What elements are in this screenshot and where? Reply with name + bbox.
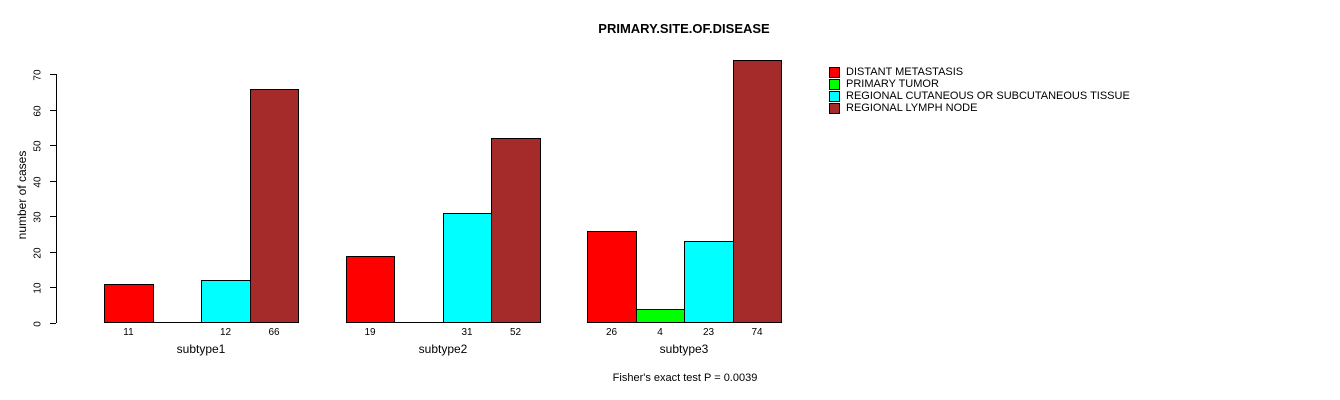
bar-regional-cutaneous-or-subcutaneous-tissue-subtype1	[201, 280, 251, 323]
y-tick-label: 40	[32, 176, 44, 188]
bar-regional-cutaneous-or-subcutaneous-tissue-subtype2	[443, 213, 492, 323]
bar-value-label: 12	[219, 327, 232, 338]
bar-distant-metastasis-subtype3	[587, 231, 637, 323]
bar-regional-cutaneous-or-subcutaneous-tissue-subtype3	[684, 241, 734, 323]
y-tick-label: 10	[32, 282, 44, 294]
legend-color-swatch	[829, 90, 840, 102]
bar-regional-lymph-node-subtype1	[250, 89, 299, 323]
y-tick	[50, 252, 56, 253]
legend-label: DISTANT METASTASIS	[846, 66, 964, 78]
legend-label: REGIONAL LYMPH NODE	[846, 102, 978, 114]
bar-value-label: 11	[123, 327, 134, 338]
y-tick	[50, 74, 56, 75]
bar-value-label: 26	[605, 327, 618, 338]
bar-value-label: 52	[509, 327, 522, 338]
y-tick	[50, 145, 56, 146]
legend-item-regional-lymph-node: REGIONAL LYMPH NODE	[829, 102, 1130, 114]
bar-value-label: 74	[751, 327, 763, 338]
bar-value-label: 66	[268, 327, 280, 338]
annotation-fisher-test: Fisher's exact test P = 0.0039	[612, 372, 758, 384]
legend-item-primary-tumor: PRIMARY TUMOR	[829, 78, 1130, 90]
legend-label: REGIONAL CUTANEOUS OR SUBCUTANEOUS TISSU…	[846, 90, 1130, 102]
y-tick	[50, 216, 56, 217]
legend: DISTANT METASTASIS PRIMARY TUMOR REGIONAL …	[829, 66, 1130, 114]
legend-color-swatch	[829, 78, 840, 90]
bar-value-label: 4	[657, 327, 663, 338]
bar-distant-metastasis-subtype1	[104, 284, 154, 323]
y-tick-label: 20	[32, 247, 44, 259]
y-tick-label: 60	[32, 105, 44, 117]
y-tick	[50, 323, 56, 324]
bar-value-label: 19	[364, 327, 376, 338]
y-tick	[50, 181, 56, 182]
bar-primary-tumor-subtype3	[636, 309, 685, 323]
y-tick-label: 70	[32, 69, 44, 81]
chart-title: PRIMARY.SITE.OF.DISEASE	[598, 21, 770, 36]
legend-item-distant-metastasis: DISTANT METASTASIS	[829, 66, 1130, 78]
x-category-label: subtype3	[659, 342, 709, 356]
y-tick	[50, 287, 56, 288]
y-tick-label: 50	[32, 140, 44, 152]
bar-value-label: 31	[461, 327, 473, 338]
y-tick	[50, 110, 56, 111]
y-tick-label: 0	[32, 321, 44, 327]
bar-distant-metastasis-subtype2	[346, 256, 395, 323]
bar-regional-lymph-node-subtype2	[491, 138, 541, 323]
legend-item-regional-cutaneous-or-subcutaneous-tissue: REGIONAL CUTANEOUS OR SUBCUTANEOUS TISSU…	[829, 90, 1130, 102]
legend-color-swatch	[829, 66, 840, 78]
legend-label: PRIMARY TUMOR	[846, 78, 939, 90]
x-category-label: subtype2	[418, 342, 468, 356]
x-category-label: subtype1	[176, 342, 226, 356]
legend-color-swatch	[829, 102, 840, 114]
bar-value-label: 23	[702, 327, 715, 338]
y-tick-label: 30	[32, 211, 44, 223]
bar-regional-lymph-node-subtype3	[733, 60, 782, 323]
y-axis-line	[56, 74, 57, 323]
